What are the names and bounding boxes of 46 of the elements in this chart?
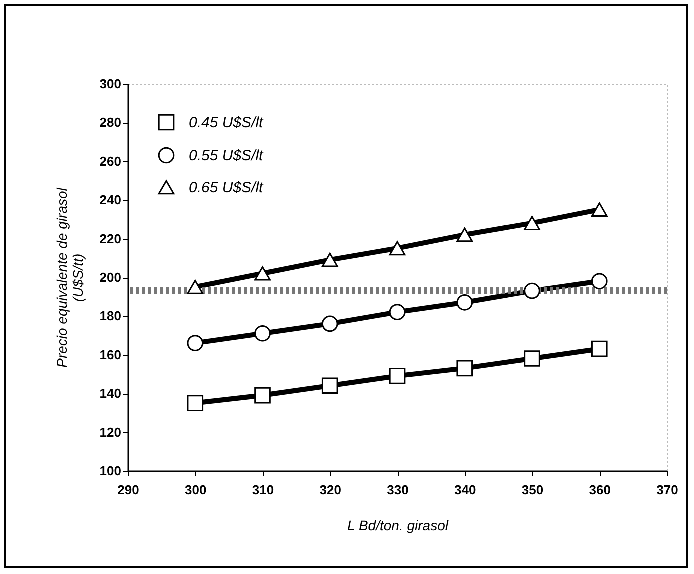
- y-tick-label: 120: [100, 424, 122, 440]
- y-tick-label: 160: [100, 347, 122, 362]
- point: [389, 241, 406, 256]
- point: [187, 395, 204, 412]
- x-tick-label: 340: [454, 482, 476, 498]
- point: [456, 294, 474, 311]
- point: [254, 387, 271, 404]
- x-tick-label: 300: [185, 482, 207, 498]
- y-tick-label: 200: [100, 270, 122, 285]
- x-tick-label: 330: [387, 482, 409, 498]
- y-axis-title: Precio equivalente de girasol (U$S/tt): [54, 187, 86, 368]
- point: [322, 252, 338, 268]
- y-tick-label: 180: [100, 308, 122, 324]
- point: [389, 368, 406, 384]
- x-axis-title: L Bd/ton. girasol: [348, 518, 450, 534]
- x-tick-label: 310: [252, 482, 274, 498]
- point: [254, 325, 271, 342]
- x-tick-label: 360: [589, 482, 611, 498]
- point: [591, 273, 608, 290]
- x-tick-label: 290: [118, 482, 140, 498]
- y-tick-label: 220: [100, 231, 122, 246]
- point: [524, 350, 540, 367]
- point: [322, 316, 338, 332]
- y-tick-label: 300: [100, 76, 122, 92]
- point: [187, 280, 204, 294]
- x-tick-label: 320: [320, 482, 342, 498]
- legend-label: 0.45 U$S/lt: [189, 114, 264, 132]
- point: [591, 202, 608, 217]
- y-tick-label: 260: [100, 154, 122, 169]
- point: [591, 340, 608, 358]
- legend-label: 0.55 U$S/lt: [189, 148, 264, 164]
- point: [456, 360, 474, 377]
- point: [456, 228, 474, 242]
- y-tick-label: 140: [100, 386, 122, 402]
- x-tick-label: 370: [656, 482, 678, 498]
- point: [254, 266, 271, 281]
- y-tick-label: 280: [100, 115, 122, 130]
- y-tick-label: 100: [100, 464, 122, 478]
- y-tick-label: 240: [100, 192, 122, 208]
- point: [524, 282, 540, 300]
- point: [187, 335, 204, 352]
- point: [322, 378, 338, 394]
- point: [524, 216, 540, 230]
- legend-label: 0.65 U$S/lt: [189, 180, 264, 196]
- point: [389, 304, 406, 320]
- x-tick-label: 350: [522, 482, 544, 498]
